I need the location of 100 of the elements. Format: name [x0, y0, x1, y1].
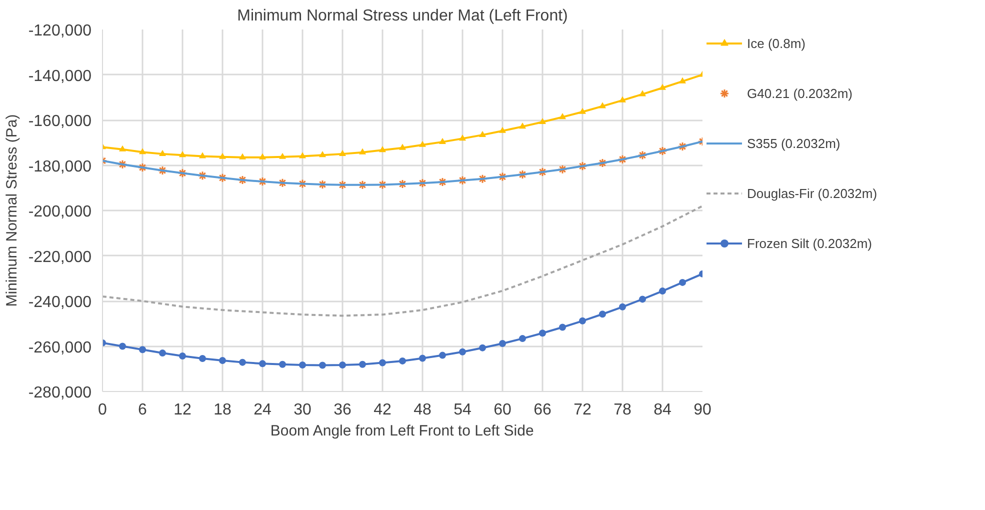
point	[238, 175, 248, 185]
line-series	[102, 204, 702, 317]
x-tick-label: 12	[174, 402, 192, 418]
point	[159, 350, 166, 357]
y-tick-label: -280,000	[28, 384, 92, 402]
point	[419, 354, 426, 362]
point	[579, 317, 586, 324]
point	[278, 178, 288, 188]
point	[438, 177, 448, 187]
point	[199, 152, 206, 158]
point	[239, 153, 246, 160]
point	[679, 77, 686, 84]
point	[218, 173, 228, 183]
point	[138, 162, 148, 172]
point	[519, 335, 526, 342]
y-tick-label: -240,000	[28, 294, 92, 311]
legend-label: S355 (0.2032m)	[747, 136, 840, 150]
point	[679, 278, 686, 286]
point	[399, 357, 406, 364]
point	[239, 358, 246, 366]
point	[638, 150, 648, 160]
point	[319, 362, 326, 369]
point	[618, 154, 628, 164]
point	[359, 148, 366, 154]
x-tick-label: 30	[294, 402, 312, 418]
point	[399, 144, 406, 150]
point	[539, 118, 546, 124]
point	[119, 145, 126, 152]
point	[178, 168, 188, 178]
point	[639, 90, 646, 96]
point	[118, 160, 128, 170]
point	[498, 172, 508, 182]
point	[518, 170, 528, 180]
x-axis-title: Boom Angle from Left Front to Left Side	[270, 422, 534, 440]
point	[539, 330, 546, 337]
point	[359, 360, 366, 368]
point	[299, 152, 306, 158]
y-tick-label: -220,000	[28, 248, 92, 266]
x-tick-label: 42	[374, 402, 392, 418]
point	[579, 108, 586, 114]
point	[279, 152, 286, 159]
point	[139, 346, 146, 354]
x-tick-label: 60	[494, 402, 512, 418]
chart-title: Minimum Normal Stress under Mat (Left Front)	[237, 8, 568, 24]
point	[358, 180, 368, 190]
x-tick-label: 24	[254, 402, 272, 418]
point	[659, 84, 666, 90]
point	[558, 164, 568, 174]
point	[419, 140, 426, 147]
point	[659, 288, 666, 295]
point	[199, 354, 206, 362]
point	[619, 303, 626, 310]
x-tick-label: 54	[454, 402, 472, 418]
point	[678, 142, 688, 152]
y-tick-label: -140,000	[28, 68, 92, 85]
point	[519, 122, 526, 129]
y-tick-label: -200,000	[28, 204, 92, 220]
point	[219, 152, 226, 159]
point	[559, 113, 566, 120]
x-tick-label: 78	[614, 402, 632, 418]
y-tick-label: -120,000	[28, 22, 92, 40]
legend-label: G40.21 (0.2032m)	[747, 86, 853, 100]
point	[458, 176, 468, 186]
point	[259, 153, 266, 160]
legend-label: Douglas-Fir (0.2032m)	[747, 186, 878, 200]
point	[538, 167, 548, 177]
point	[378, 180, 388, 190]
point	[179, 352, 186, 360]
legend-label: Frozen Silt (0.2032m)	[747, 236, 872, 250]
point	[319, 151, 326, 158]
x-tick-label: 0	[98, 402, 108, 418]
point	[398, 179, 408, 189]
point	[639, 296, 646, 303]
point	[139, 148, 146, 154]
point	[258, 176, 268, 186]
point	[318, 180, 328, 190]
point	[119, 342, 126, 350]
x-tick-label: 84	[654, 402, 672, 418]
point	[439, 352, 446, 359]
point	[339, 150, 346, 156]
point	[219, 357, 226, 364]
point	[478, 174, 488, 184]
point	[179, 151, 186, 158]
x-tick-label: 36	[334, 402, 352, 418]
point	[338, 180, 348, 190]
point	[259, 360, 266, 368]
point	[658, 146, 668, 156]
y-tick-label: -260,000	[28, 339, 92, 356]
point	[599, 102, 606, 108]
x-tick-label: 18	[214, 402, 232, 418]
point	[379, 146, 386, 152]
point	[599, 310, 606, 318]
y-tick-label: -180,000	[28, 158, 92, 176]
point	[598, 158, 608, 168]
point	[499, 340, 506, 348]
point	[439, 138, 446, 144]
x-tick-label: 90	[694, 402, 712, 418]
point	[198, 170, 208, 180]
point	[379, 359, 386, 366]
point	[499, 126, 506, 133]
